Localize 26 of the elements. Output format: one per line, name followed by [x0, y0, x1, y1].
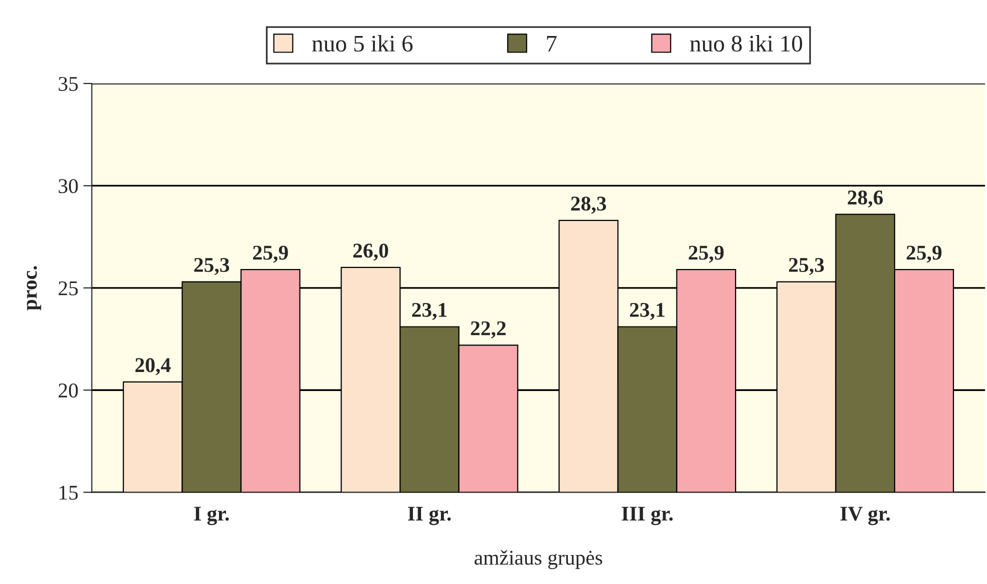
- data-label: 22,2: [470, 321, 506, 338]
- data-label: 25,3: [194, 258, 230, 276]
- x-tick-label: II gr.: [408, 506, 451, 526]
- data-label: 28,3: [571, 196, 606, 214]
- y-tick-label: 20: [58, 383, 78, 398]
- data-label: 20,4: [135, 358, 171, 376]
- x-tick-label: I gr.: [194, 506, 229, 526]
- x-tick-label: IV gr.: [840, 506, 890, 526]
- y-tick-label: 30: [58, 179, 78, 194]
- data-label: 23,1: [412, 302, 447, 320]
- y-tick-label: 35: [58, 76, 78, 91]
- y-axis-title: proc.: [26, 266, 42, 310]
- x-tick-label: III gr.: [622, 506, 673, 526]
- legend-label: nuo 8 iki 10: [690, 35, 802, 52]
- y-tick-label: 15: [60, 486, 78, 500]
- data-label: 26,0: [353, 244, 388, 261]
- y-tick-label: 25: [58, 281, 78, 296]
- data-label: 25,9: [688, 246, 724, 263]
- data-label: 25,3: [789, 258, 824, 276]
- legend-label: 7: [547, 36, 557, 52]
- data-label: 25,9: [253, 246, 288, 263]
- data-label: 23,1: [630, 302, 664, 320]
- data-label: 25,9: [906, 246, 942, 263]
- data-label: 28,6: [848, 190, 883, 208]
- legend-label: nuo 5 iki 6: [312, 35, 413, 52]
- x-axis-title: amžiaus grupės: [474, 550, 602, 570]
